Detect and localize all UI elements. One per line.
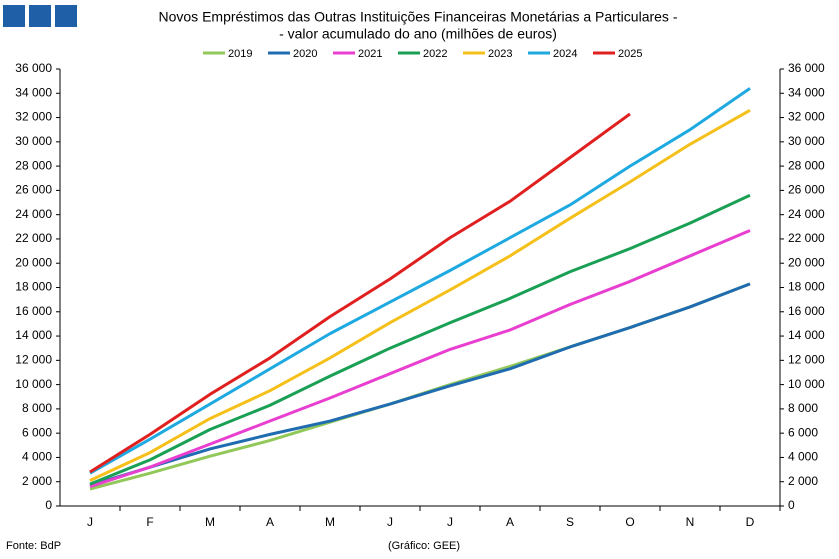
x-tick-label: A (266, 515, 274, 529)
series-line (89, 282, 751, 491)
y2-tick-label: 18 000 (788, 280, 825, 294)
y2-tick-label: 0 (788, 498, 795, 512)
y-tick-label: 32 000 (15, 110, 52, 124)
series-line (89, 108, 751, 482)
y-tick-label: 6 000 (22, 425, 52, 439)
y2-tick-label: 22 000 (788, 231, 825, 245)
x-tick-label: J (387, 515, 393, 529)
logo-square (29, 5, 51, 27)
x-tick-label: M (325, 515, 335, 529)
series-line (89, 282, 751, 487)
y-tick-label: 20 000 (15, 255, 52, 269)
x-tick-label: S (566, 515, 574, 529)
series-line (89, 193, 751, 486)
x-tick-label: J (87, 515, 93, 529)
legend-label: 2025 (618, 48, 642, 60)
y-tick-label: 2 000 (22, 474, 52, 488)
y2-tick-label: 36 000 (788, 61, 825, 75)
y2-tick-label: 16 000 (788, 304, 825, 318)
y2-tick-label: 20 000 (788, 255, 825, 269)
y-tick-label: 28 000 (15, 158, 52, 172)
y-tick-label: 22 000 (15, 231, 52, 245)
chart-title: Novos Empréstimos das Outras Instituiçõe… (159, 9, 678, 25)
series-line (89, 229, 751, 489)
legend-label: 2023 (488, 48, 512, 60)
y2-tick-label: 14 000 (788, 328, 825, 342)
y2-tick-label: 26 000 (788, 183, 825, 197)
y2-tick-label: 6 000 (788, 425, 818, 439)
credit: (Gráfico: GEE) (388, 540, 460, 552)
y2-tick-label: 28 000 (788, 158, 825, 172)
y-tick-label: 16 000 (15, 304, 52, 318)
y-tick-label: 30 000 (15, 134, 52, 148)
x-tick-label: F (146, 515, 153, 529)
legend-label: 2024 (553, 48, 577, 60)
y2-tick-label: 12 000 (788, 353, 825, 367)
x-tick-label: N (686, 515, 695, 529)
y2-tick-label: 30 000 (788, 134, 825, 148)
y2-tick-label: 8 000 (788, 401, 818, 415)
y-tick-label: 8 000 (22, 401, 52, 415)
legend-label: 2022 (423, 48, 447, 60)
legend-label: 2020 (293, 48, 317, 60)
y-tick-label: 36 000 (15, 61, 52, 75)
y2-tick-label: 2 000 (788, 474, 818, 488)
series-line (89, 87, 751, 475)
y-tick-label: 26 000 (15, 183, 52, 197)
y2-tick-label: 34 000 (788, 85, 825, 99)
y2-tick-label: 10 000 (788, 377, 825, 391)
legend-label: 2019 (228, 48, 252, 60)
x-tick-label: A (506, 515, 514, 529)
x-tick-label: J (447, 515, 453, 529)
y2-tick-label: 32 000 (788, 110, 825, 124)
y-tick-label: 0 (45, 498, 52, 512)
y-tick-label: 14 000 (15, 328, 52, 342)
x-tick-label: O (625, 515, 634, 529)
source: Fonte: BdP (6, 540, 61, 552)
y2-tick-label: 24 000 (788, 207, 825, 221)
y-tick-label: 24 000 (15, 207, 52, 221)
legend-label: 2021 (358, 48, 382, 60)
y-tick-label: 4 000 (22, 450, 52, 464)
y-tick-label: 34 000 (15, 85, 52, 99)
y-tick-label: 12 000 (15, 353, 52, 367)
chart-title: - valor acumulado do ano (milhões de eur… (279, 26, 557, 42)
y-tick-label: 18 000 (15, 280, 52, 294)
logo-square (3, 5, 25, 27)
series-line (89, 112, 631, 474)
y2-tick-label: 4 000 (788, 450, 818, 464)
logo-square (55, 5, 77, 27)
x-tick-label: D (746, 515, 755, 529)
y-tick-label: 10 000 (15, 377, 52, 391)
x-tick-label: M (205, 515, 215, 529)
